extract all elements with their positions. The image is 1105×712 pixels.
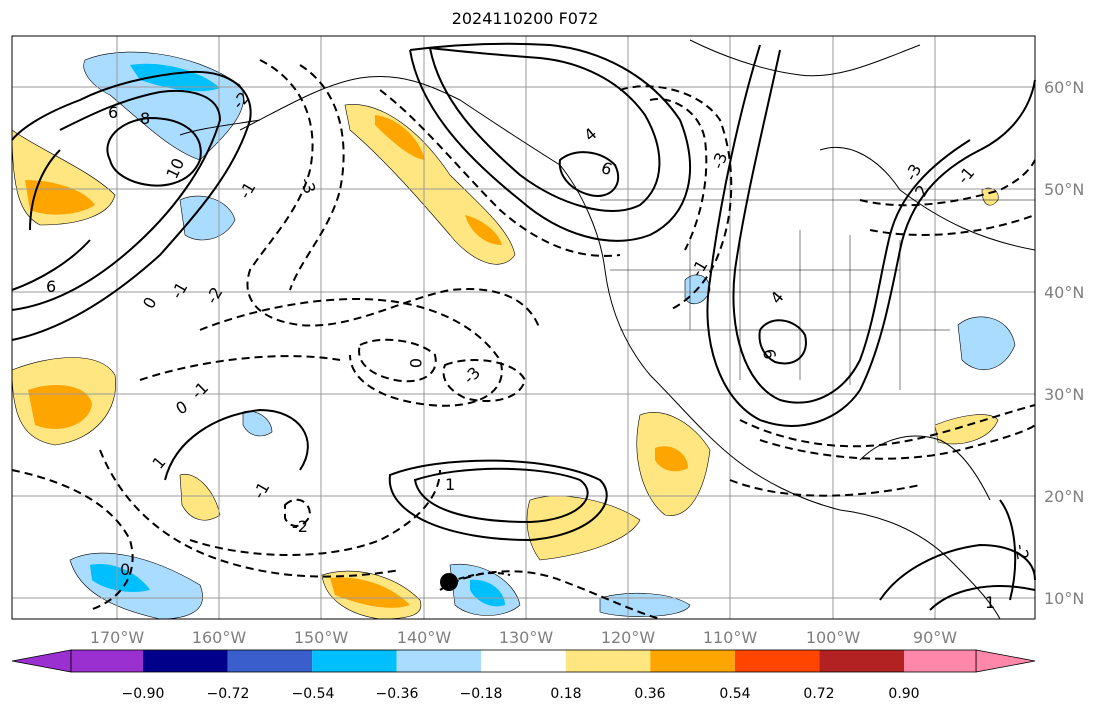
anomaly-negative-small	[242, 410, 273, 437]
lon-label: 150°W	[294, 628, 349, 647]
lon-label: 100°W	[806, 628, 861, 647]
lat-label: 50°N	[1044, 180, 1084, 199]
colorbar-segment	[650, 650, 735, 672]
colorbar-segment	[71, 650, 143, 672]
colorbar-extend-high	[975, 649, 1036, 673]
contour-label: 0	[120, 560, 130, 579]
contour-label: -3	[708, 150, 731, 171]
contour-label: 6	[46, 277, 56, 296]
colorbar-tick-label: 0.54	[719, 686, 750, 702]
shaded-anomalies	[11, 51, 1016, 620]
contour-label: -2	[1011, 542, 1032, 561]
anomaly-positive-subtropic-central	[526, 495, 641, 561]
colorbar-tick-label: 0.90	[888, 686, 919, 702]
colorbar	[11, 649, 1036, 673]
colorbar-tick-label: −0.36	[376, 686, 419, 702]
colorbar-border	[70, 649, 977, 673]
colorbar-tick-label: −0.54	[292, 686, 335, 702]
colorbar-segment	[481, 650, 566, 672]
colorbar-segment	[227, 650, 313, 672]
coastlines	[179, 39, 1036, 620]
lon-label: 90°W	[913, 628, 957, 647]
lon-label: 110°W	[703, 628, 758, 647]
lat-label: 60°N	[1044, 78, 1084, 97]
colorbar-tick-label: −0.90	[122, 686, 165, 702]
anomaly-positive-hawaii	[179, 473, 221, 521]
lat-label: 40°N	[1044, 283, 1084, 302]
anomaly-negative-southeast-us	[957, 316, 1016, 370]
anomaly-positive-subtropic-west-core	[28, 385, 92, 429]
contour-label: -2	[292, 517, 308, 536]
colorbar-tick-label: −0.72	[207, 686, 250, 702]
colorbar-segment	[143, 650, 228, 672]
solid-contours	[11, 42, 1036, 611]
lon-label: 160°W	[192, 628, 247, 647]
lon-label: 120°W	[601, 628, 656, 647]
latitude-labels: 60°N 50°N 40°N 30°N 20°N 10°N	[1044, 78, 1084, 608]
lat-label: 20°N	[1044, 487, 1084, 506]
longitude-labels: 170°W 160°W 150°W 140°W 130°W 120°W 110°…	[90, 628, 957, 647]
anomaly-positive-baja-core	[655, 446, 688, 472]
contour-label: 0	[406, 358, 425, 368]
anomaly-negative-core	[130, 63, 220, 92]
anomaly-positive-gulf-alaska-core	[375, 115, 502, 245]
anomaly-negative-south-central-core	[470, 579, 505, 607]
state-borders	[600, 199, 1035, 390]
colorbar-segment	[396, 650, 482, 672]
colorbar-extend-low	[11, 649, 72, 673]
contour-label: 6	[108, 103, 118, 122]
colorbar-segment	[734, 650, 820, 672]
contour-label: 1	[985, 593, 995, 612]
colorbar-segment	[565, 650, 651, 672]
graticule	[12, 36, 1035, 619]
contour-label: 1	[445, 475, 455, 494]
anomaly-negative-south-east	[599, 592, 691, 617]
colorbar-segment	[904, 650, 976, 672]
contour-label: 8	[140, 109, 150, 128]
contour-label: 6	[759, 347, 779, 360]
lon-label: 170°W	[90, 628, 145, 647]
lat-label: 10°N	[1044, 589, 1084, 608]
anomaly-negative-aleutian	[179, 195, 236, 241]
lon-label: 130°W	[499, 628, 554, 647]
colorbar-tick-label: −0.18	[460, 686, 503, 702]
lat-label: 30°N	[1044, 385, 1084, 404]
colorbar-segment	[819, 650, 904, 672]
storm-track	[448, 572, 511, 583]
anomaly-positive-gulf	[934, 414, 999, 445]
lon-label: 140°W	[397, 628, 452, 647]
contour-label: -3	[296, 175, 319, 196]
map-frame	[11, 35, 1036, 620]
anomaly-negative-south-west-core	[90, 564, 150, 592]
map-title: 2024110200 F072	[451, 9, 599, 28]
colorbar-segment	[312, 650, 397, 672]
colorbar-tick-label: 0.36	[634, 686, 665, 702]
anomaly-positive-south-central-core	[330, 577, 410, 608]
colorbar-ticks: −0.90 −0.72 −0.54 −0.36 −0.18 0.18 0.36 …	[122, 686, 920, 702]
colorbar-tick-label: 0.72	[803, 686, 834, 702]
colorbar-tick-label: 0.18	[550, 686, 581, 702]
dashed-contours	[11, 59, 1036, 620]
